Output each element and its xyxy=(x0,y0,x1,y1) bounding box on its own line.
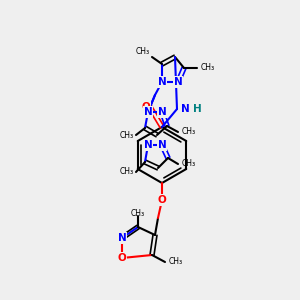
Text: O: O xyxy=(142,102,150,112)
Text: CH₃: CH₃ xyxy=(169,257,183,266)
Text: CH₃: CH₃ xyxy=(201,64,215,73)
Text: N: N xyxy=(118,233,126,243)
Text: N: N xyxy=(174,77,182,87)
Text: CH₃: CH₃ xyxy=(182,160,196,169)
Text: N: N xyxy=(144,140,152,150)
Text: CH₃: CH₃ xyxy=(131,209,145,218)
Text: CH₃: CH₃ xyxy=(120,130,134,140)
Text: N: N xyxy=(158,140,166,150)
Text: CH₃: CH₃ xyxy=(120,167,134,176)
Text: N: N xyxy=(158,107,166,117)
Text: CH₃: CH₃ xyxy=(136,47,150,56)
Text: N: N xyxy=(158,77,166,87)
Text: N: N xyxy=(181,104,189,114)
Text: O: O xyxy=(118,253,126,263)
Text: O: O xyxy=(158,195,166,205)
Text: CH₃: CH₃ xyxy=(182,128,196,136)
Text: H: H xyxy=(193,104,202,114)
Text: N: N xyxy=(144,107,152,117)
